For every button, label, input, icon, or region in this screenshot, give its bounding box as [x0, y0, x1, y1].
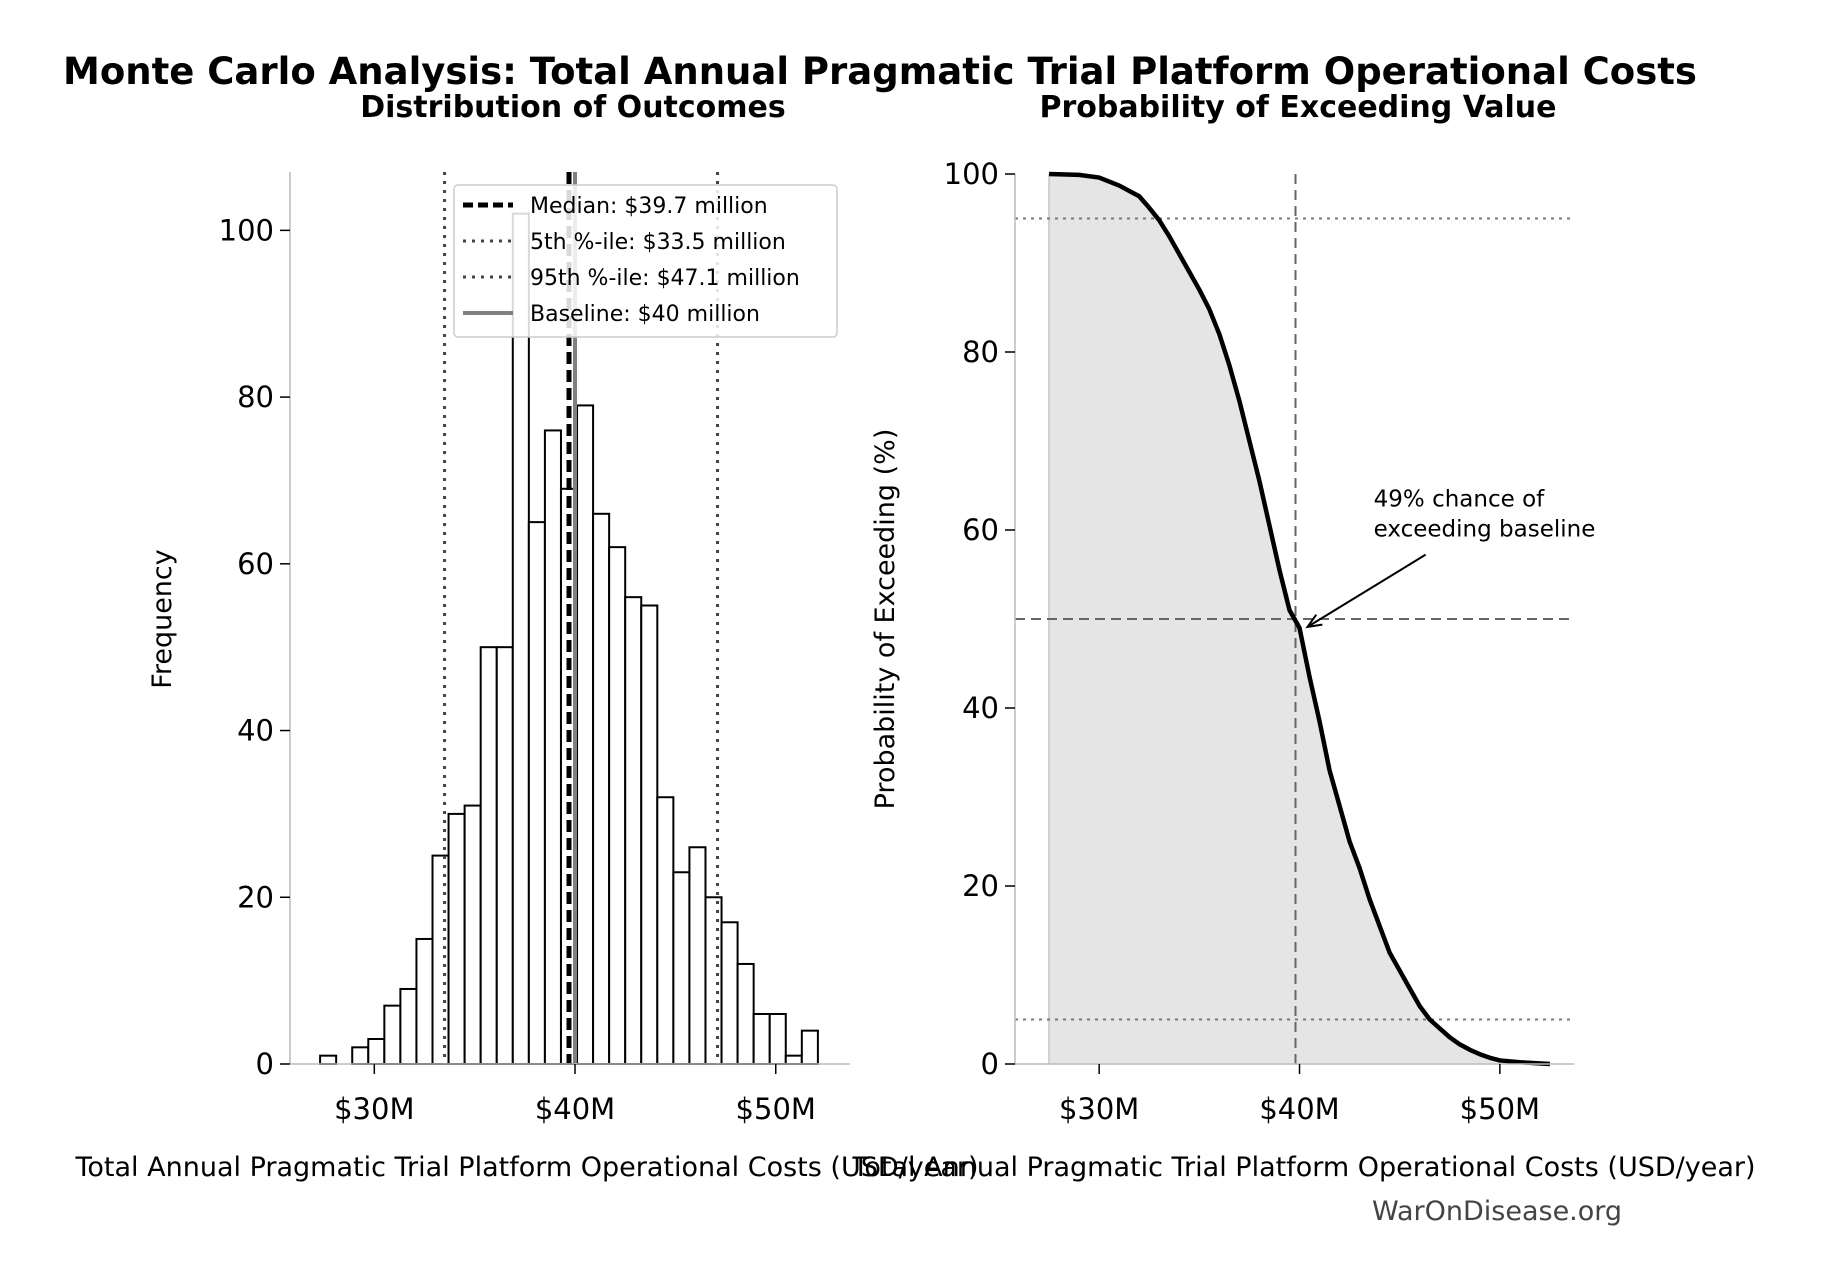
histogram-bar: [463, 804, 482, 1065]
exceedance-x-label: Total Annual Pragmatic Trial Platform Op…: [852, 1152, 1756, 1183]
histogram-bar: [415, 937, 434, 1065]
histogram-bar: [367, 1037, 386, 1065]
legend-label: 95th %-ile: $47.1 million: [530, 266, 800, 291]
histogram-x-tick-label: $30M: [334, 1092, 414, 1126]
histogram-chart: 0 20 40 60 80 100 $30M $40M $50M Total Annual Pra…: [75, 172, 979, 1183]
histogram-bar: [656, 796, 675, 1065]
histogram-bar: [479, 646, 498, 1065]
histogram-bar: [351, 1046, 370, 1066]
exceedance-y-tick-label: 80: [962, 335, 999, 369]
histogram-bar: [784, 1054, 803, 1066]
histogram-bar: [688, 846, 707, 1065]
exceedance-y-tick-label: 100: [944, 157, 999, 191]
exceedance-subtitle: Probability of Exceeding Value: [1039, 90, 1557, 125]
histogram-bar: [319, 1054, 338, 1066]
histogram-y-tick-label: 80: [237, 380, 274, 414]
annotation-arrowhead: [1305, 614, 1323, 629]
histogram-bar: [624, 596, 643, 1065]
histogram-bar: [720, 921, 739, 1066]
exceedance-y-tick-label: 40: [962, 691, 999, 725]
histogram-bar: [543, 429, 562, 1065]
histogram-bar: [527, 521, 546, 1065]
annotation-text: exceeding baseline: [1374, 517, 1596, 543]
histogram-y-tick-label: 0: [256, 1047, 274, 1081]
histogram-y-tick-label: 100: [219, 213, 274, 247]
exceedance-y-label: Probability of Exceeding (%): [870, 429, 901, 810]
exceedance-x-tick-label: $40M: [1259, 1092, 1339, 1126]
histogram-y-tick-label: 20: [237, 880, 274, 914]
exceedance-curve: [1048, 171, 1551, 1067]
histogram-x-label: Total Annual Pragmatic Trial Platform Op…: [75, 1152, 979, 1183]
histogram-bar: [640, 604, 659, 1065]
exceedance-y-tick-label: 60: [962, 513, 999, 547]
exceedance-fill: [1049, 174, 1550, 1064]
legend-label: 5th %-ile: $33.5 million: [530, 230, 786, 255]
histogram-bar: [704, 896, 723, 1066]
exceedance-chart: 0 20 40 60 80 100 $30M $40M $50M Total Annual Pra…: [852, 157, 1756, 1183]
legend-frame: [453, 184, 838, 338]
legend-label: Baseline: $40 million: [530, 302, 760, 327]
histogram-bar: [495, 646, 514, 1065]
histogram-bar: [768, 1012, 787, 1066]
annotation-text: 49% chance of: [1374, 487, 1546, 513]
histogram-bar: [511, 212, 530, 1065]
histogram-bar: [736, 962, 755, 1066]
histogram-bar: [383, 1004, 402, 1065]
exceedance-y-tick-label: 20: [962, 869, 999, 903]
annotation-arrow: [1306, 553, 1427, 628]
exceedance-x-tick-label: $30M: [1059, 1092, 1139, 1126]
histogram-x-tick-label: $50M: [736, 1092, 816, 1126]
histogram-bar: [447, 812, 466, 1066]
legend-label: Median: $39.7 million: [530, 194, 768, 219]
histogram-bar: [576, 404, 595, 1066]
histogram-bar: [592, 512, 611, 1065]
histogram-y-tick-label: 60: [237, 547, 274, 581]
histogram-y-label: Frequency: [147, 549, 178, 689]
histogram-bar: [800, 1029, 819, 1065]
histogram-bar: [672, 871, 691, 1065]
histogram-bar: [399, 987, 418, 1066]
histogram-bar: [608, 546, 627, 1065]
exceedance-x-tick-label: $50M: [1460, 1092, 1540, 1126]
histogram-bar: [431, 854, 450, 1066]
footer-credit: WarOnDisease.org: [1372, 1196, 1623, 1227]
figure-title: Monte Carlo Analysis: Total Annual Pragm…: [63, 50, 1697, 93]
histogram-subtitle: Distribution of Outcomes: [360, 90, 786, 125]
histogram-y-tick-label: 40: [237, 714, 274, 748]
exceedance-y-tick-label: 0: [981, 1047, 999, 1081]
histogram-x-tick-label: $40M: [535, 1092, 615, 1126]
histogram-bar: [752, 1012, 771, 1066]
histogram-legend: Median: $39.7 million 5th %-ile: $33.5 mi…: [453, 184, 838, 338]
